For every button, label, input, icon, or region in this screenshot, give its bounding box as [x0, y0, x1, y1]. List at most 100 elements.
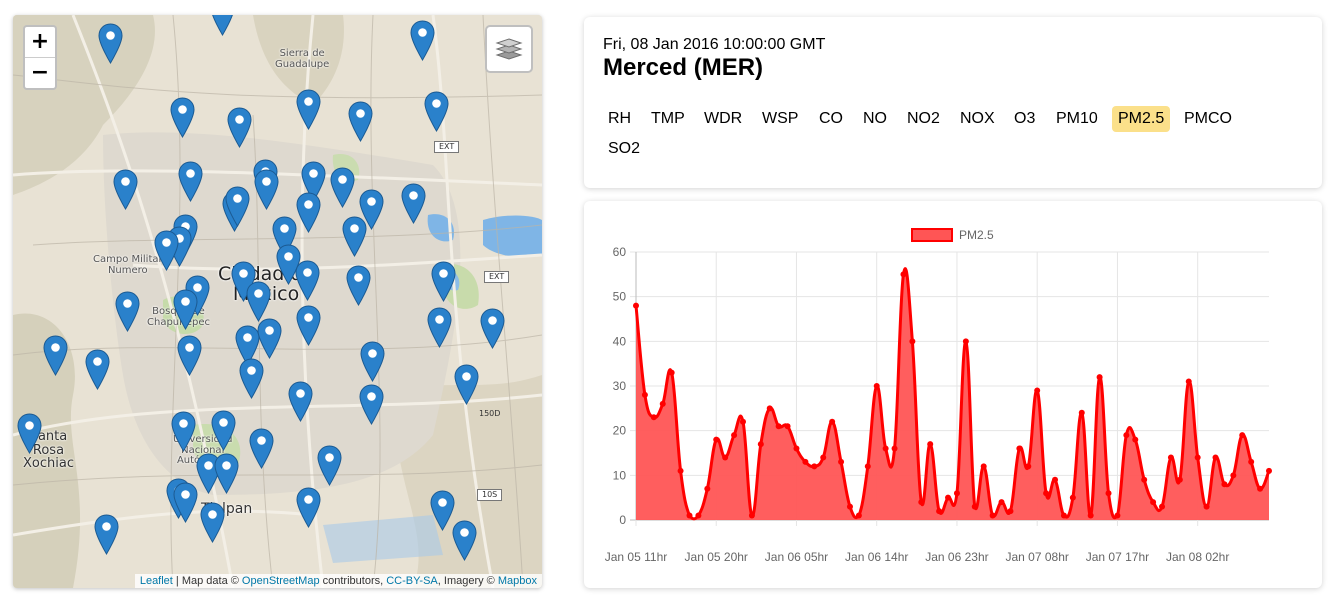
station-marker-icon[interactable]	[170, 97, 195, 138]
data-point	[855, 512, 862, 519]
data-point	[846, 503, 853, 510]
station-marker-icon[interactable]	[254, 169, 279, 210]
data-point	[731, 432, 738, 439]
data-point	[927, 441, 934, 448]
data-point	[1060, 512, 1067, 519]
attribution-text: | Map data ©	[172, 575, 242, 587]
data-point	[1221, 481, 1228, 488]
station-marker-icon[interactable]	[410, 20, 435, 61]
station-marker-icon[interactable]	[431, 261, 456, 302]
x-tick-label: Jan 05 20hr	[685, 550, 748, 564]
station-marker-icon[interactable]	[346, 265, 371, 306]
data-point	[1132, 436, 1139, 443]
station-marker-icon[interactable]	[210, 15, 235, 36]
station-marker-icon[interactable]	[359, 189, 384, 230]
data-point	[1105, 490, 1112, 497]
y-tick-label: 40	[613, 334, 627, 348]
station-marker-icon[interactable]	[231, 261, 256, 302]
station-marker-icon[interactable]	[296, 305, 321, 346]
station-marker-icon[interactable]	[342, 216, 367, 257]
station-marker-icon[interactable]	[424, 91, 449, 132]
attribution-text: contributors,	[319, 575, 387, 587]
zoom-in-button[interactable]: +	[30, 29, 50, 54]
station-marker-icon[interactable]	[296, 89, 321, 130]
station-marker-icon[interactable]	[154, 230, 179, 271]
station-marker-icon[interactable]	[348, 101, 373, 142]
station-marker-icon[interactable]	[177, 335, 202, 376]
station-marker-icon[interactable]	[185, 275, 210, 316]
station-marker-icon[interactable]	[330, 167, 355, 208]
data-point	[1114, 512, 1121, 519]
data-point	[1123, 432, 1130, 439]
tab-tmp[interactable]: TMP	[651, 110, 685, 127]
station-marker-icon[interactable]	[17, 413, 42, 454]
station-marker-icon[interactable]	[296, 487, 321, 528]
tab-no2[interactable]: NO2	[907, 110, 940, 127]
data-point	[1266, 467, 1272, 474]
station-marker-icon[interactable]	[94, 514, 119, 555]
ccbysa-link[interactable]: CC-BY-SA	[386, 575, 438, 587]
tab-co[interactable]: CO	[819, 110, 843, 127]
station-marker-icon[interactable]	[249, 428, 274, 469]
station-marker-icon[interactable]	[173, 482, 198, 523]
station-marker-icon[interactable]	[480, 308, 505, 349]
station-marker-icon[interactable]	[317, 445, 342, 486]
station-marker-icon[interactable]	[211, 410, 236, 451]
station-marker-icon[interactable]	[427, 307, 452, 348]
station-marker-icon[interactable]	[43, 335, 68, 376]
tab-so2[interactable]: SO2	[608, 140, 641, 157]
station-marker-icon[interactable]	[115, 291, 140, 332]
mapbox-link[interactable]: Mapbox	[497, 575, 537, 587]
station-marker-icon[interactable]	[359, 384, 384, 425]
station-marker-icon[interactable]	[452, 520, 477, 561]
data-point	[1203, 503, 1210, 510]
station-marker-icon[interactable]	[430, 490, 455, 531]
station-marker-icon[interactable]	[171, 411, 196, 452]
data-point	[1185, 378, 1192, 385]
station-marker-icon[interactable]	[454, 364, 479, 405]
station-marker-icon[interactable]	[288, 381, 313, 422]
station-marker-icon[interactable]	[98, 23, 123, 64]
station-marker-icon[interactable]	[85, 349, 110, 390]
pm25-area	[636, 268, 1269, 520]
tab-nox[interactable]: NOX	[960, 110, 995, 127]
station-marker-icon[interactable]	[295, 260, 320, 301]
tab-no[interactable]: NO	[863, 110, 887, 127]
tab-wdr[interactable]: WDR	[704, 110, 743, 127]
tab-o3[interactable]: O3	[1014, 110, 1036, 127]
station-marker-icon[interactable]	[296, 192, 321, 233]
station-marker-icon[interactable]	[239, 358, 264, 399]
station-marker-icon[interactable]	[276, 244, 301, 285]
tab-wsp[interactable]: WSP	[762, 110, 799, 127]
station-marker-icon[interactable]	[360, 341, 385, 382]
data-point	[1007, 508, 1014, 515]
data-point	[811, 463, 818, 470]
station-marker-icon[interactable]	[301, 161, 326, 202]
data-point	[873, 383, 880, 389]
station-marker-icon[interactable]	[113, 169, 138, 210]
layers-button[interactable]	[485, 25, 533, 73]
station-marker-icon[interactable]	[178, 161, 203, 202]
data-point	[802, 458, 809, 465]
leaflet-link[interactable]: Leaflet	[139, 575, 173, 587]
y-tick-label: 10	[613, 468, 627, 482]
tab-pm10[interactable]: PM10	[1056, 110, 1098, 127]
tab-rh[interactable]: RH	[608, 110, 632, 127]
station-marker-icon[interactable]	[225, 186, 250, 227]
station-marker-icon[interactable]	[227, 107, 252, 148]
osm-link[interactable]: OpenStreetMap	[241, 575, 320, 587]
data-point	[1159, 503, 1166, 510]
data-point	[953, 490, 960, 497]
station-marker-icon[interactable]	[200, 502, 225, 543]
tab-pmco[interactable]: PMCO	[1184, 110, 1232, 127]
zoom-control: + −	[23, 25, 57, 90]
station-marker-icon[interactable]	[401, 183, 426, 224]
station-marker-icon[interactable]	[257, 318, 282, 359]
zoom-out-button[interactable]: −	[25, 57, 55, 88]
station-marker-icon[interactable]	[214, 453, 239, 494]
station-marker-icon[interactable]	[246, 281, 271, 322]
station-marker-icon[interactable]	[173, 289, 198, 330]
data-point	[936, 508, 943, 515]
tab-pm25[interactable]: PM2.5	[1112, 106, 1171, 132]
